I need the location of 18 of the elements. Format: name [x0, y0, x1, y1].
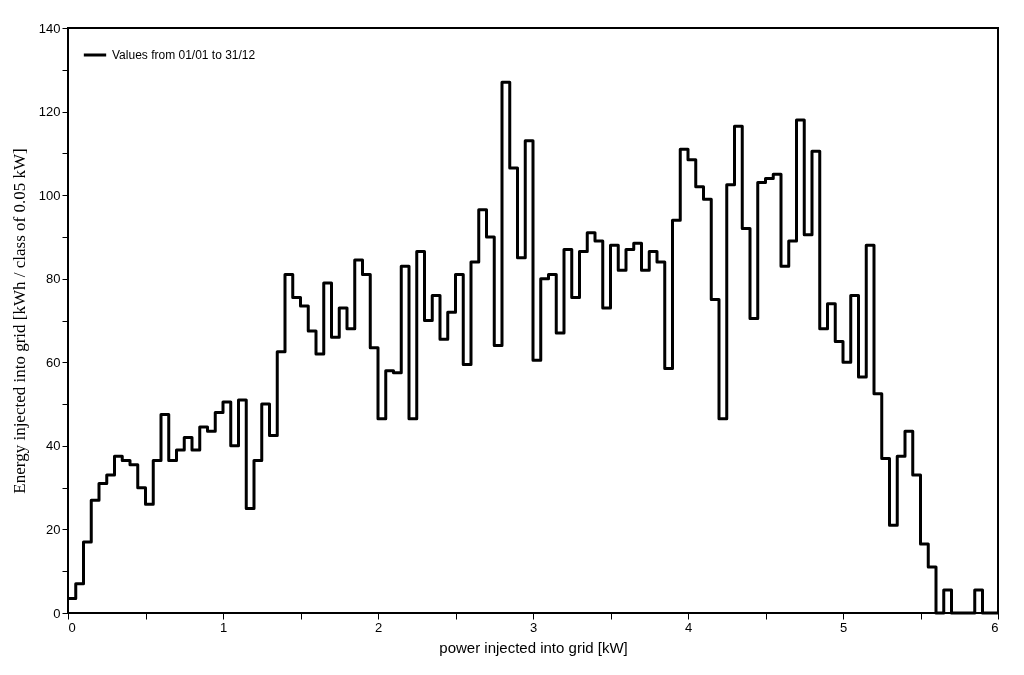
y-tick-label: 60: [46, 354, 61, 370]
x-tick-label: 2: [374, 619, 383, 635]
y-tick-label: 140: [38, 20, 61, 36]
y-tick-label: 100: [38, 187, 61, 203]
x-tick-label: 5: [839, 619, 848, 635]
y-tick-label: 120: [38, 104, 61, 120]
x-tick-label: 0: [68, 619, 76, 635]
x-axis-title: power injected into grid [kW]: [439, 638, 628, 656]
y-tick-label: 40: [46, 438, 61, 454]
y-axis-title: Energy injected into grid [kWh / class of 0.05 kW]: [9, 148, 29, 494]
y-tick-label: 0: [53, 605, 61, 621]
x-tick-label: 3: [529, 619, 538, 635]
y-tick-label: 20: [46, 521, 61, 537]
x-tick-label: 6: [991, 619, 999, 635]
legend-label: Values from 01/01 to 31/12: [112, 48, 256, 62]
x-tick-label: 1: [219, 619, 228, 635]
x-tick-label: 4: [684, 619, 693, 635]
y-tick-label: 80: [46, 271, 61, 287]
